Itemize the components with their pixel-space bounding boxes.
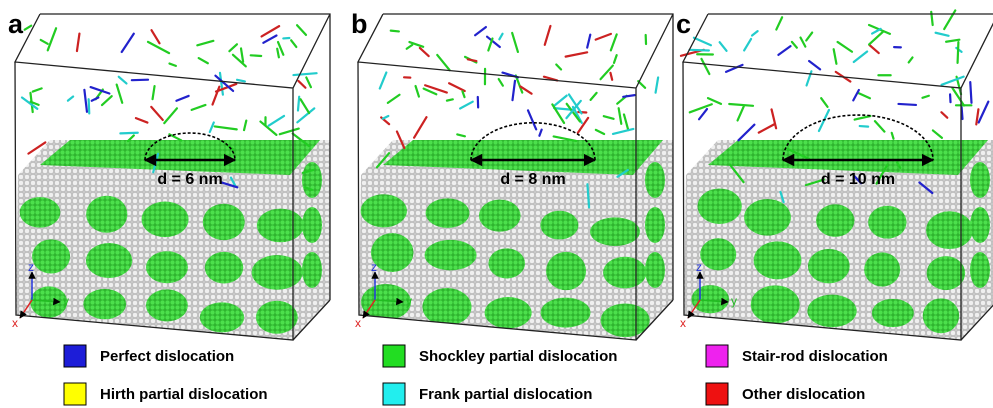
panel-label: b [351,9,368,39]
legend-label: Shockley partial dislocation [419,348,617,365]
axis-label-z: z [696,260,702,274]
diameter-label: d = 10 nm [821,171,895,188]
panel-label: c [676,9,691,39]
legend-label: Perfect dislocation [100,348,234,365]
axis-label-z: z [28,260,34,274]
diameter-label: d = 6 nm [157,171,222,188]
axis-label-x: x [680,316,686,330]
axis-label-z: z [371,260,377,274]
axis-label-y: y [731,294,737,308]
diameter-label: d = 8 nm [500,171,565,188]
legend-swatch [383,383,405,405]
axis-label-x: x [355,316,361,330]
legend-label: Stair-rod dislocation [742,348,888,365]
legend-swatch [64,345,86,367]
legend-swatch [64,383,86,405]
panel: d = 8 nm b z y x [351,9,673,340]
legend-swatch [383,345,405,367]
legend-label: Other dislocation [742,386,865,403]
panel: d = 10 nm c z y x [676,9,993,340]
panel: d = 6 nm a z y x [8,9,330,340]
figure: d = 6 nm a z y x d = 8 nm b z y x d = 10 nm c z y x Per… [0,0,993,408]
axis-label-y: y [63,294,69,308]
legend-swatch [706,383,728,405]
panel-label: a [8,9,24,39]
axis-label-y: y [406,294,412,308]
axis-label-x: x [12,316,18,330]
legend-swatch [706,345,728,367]
legend-label: Frank partial dislocation [419,386,592,403]
legend-label: Hirth partial dislocation [100,386,268,403]
